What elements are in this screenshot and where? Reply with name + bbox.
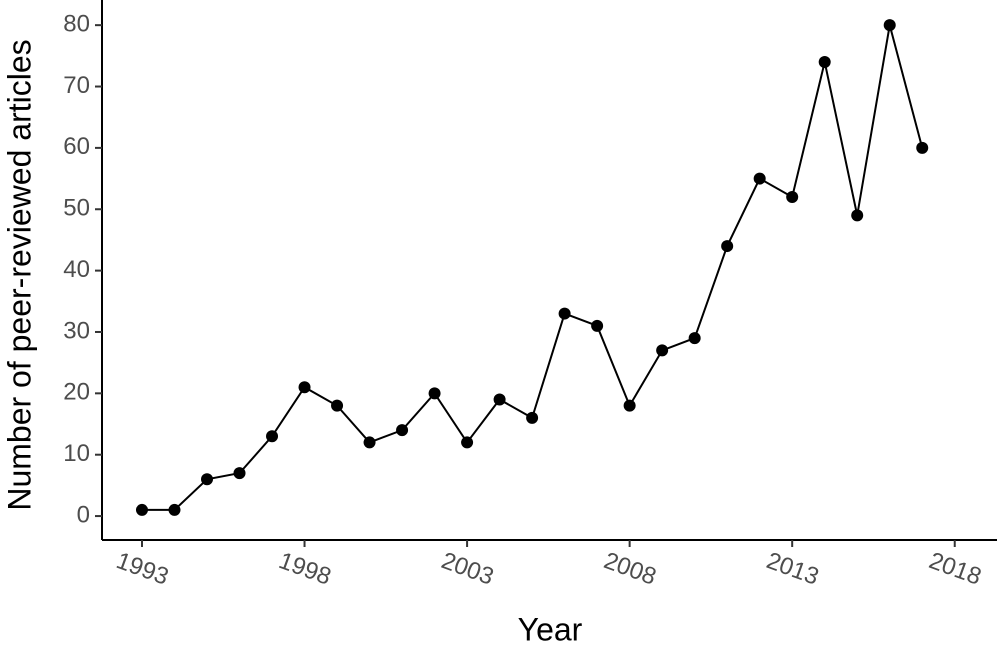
point xyxy=(526,411,539,424)
point xyxy=(135,503,148,516)
point xyxy=(233,467,246,480)
point xyxy=(883,19,896,32)
x-tick-label: 2008 xyxy=(600,547,659,591)
x-tick-label: 1998 xyxy=(275,547,334,591)
point xyxy=(851,209,864,222)
point xyxy=(298,381,311,394)
x-axis-title: Year xyxy=(518,611,583,647)
point xyxy=(591,319,604,332)
point xyxy=(201,473,214,486)
point xyxy=(753,172,766,185)
x-tick-label: 1993 xyxy=(113,547,172,591)
x-tick-label: 2003 xyxy=(438,547,497,591)
y-tick-label: 10 xyxy=(63,440,90,467)
y-axis-title: Number of peer-reviewed articles xyxy=(1,39,37,510)
y-tick-label: 30 xyxy=(63,317,90,344)
point xyxy=(331,399,344,412)
point xyxy=(266,430,279,443)
point xyxy=(428,387,441,400)
point xyxy=(656,344,669,357)
point xyxy=(168,503,181,516)
point xyxy=(493,393,506,406)
y-tick-label: 60 xyxy=(63,133,90,160)
y-tick-label: 70 xyxy=(63,72,90,99)
point xyxy=(786,190,799,203)
point xyxy=(558,307,571,320)
point xyxy=(688,332,701,345)
y-tick-label: 20 xyxy=(63,379,90,406)
y-tick-label: 50 xyxy=(63,195,90,222)
point xyxy=(623,399,636,412)
point xyxy=(396,424,409,437)
y-tick-label: 0 xyxy=(77,501,90,528)
point xyxy=(818,55,831,68)
point xyxy=(721,240,734,253)
x-tick-label: 2013 xyxy=(763,547,822,591)
point xyxy=(916,141,929,154)
y-tick-label: 80 xyxy=(63,11,90,38)
x-tick-label: 2018 xyxy=(925,547,984,591)
y-tick-label: 40 xyxy=(63,256,90,283)
point xyxy=(363,436,376,449)
line xyxy=(141,24,924,511)
point xyxy=(461,436,474,449)
